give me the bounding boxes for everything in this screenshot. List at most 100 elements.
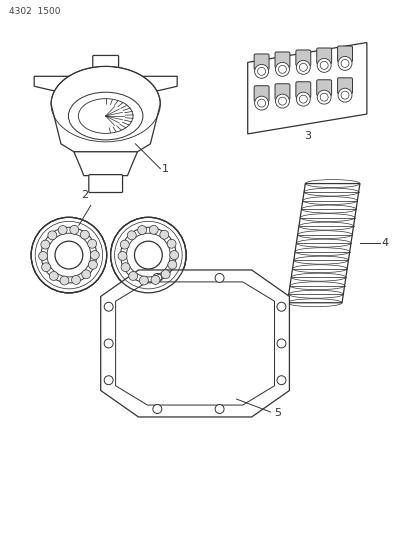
FancyBboxPatch shape (93, 55, 119, 74)
Circle shape (39, 252, 48, 261)
Circle shape (104, 339, 113, 348)
Circle shape (255, 64, 268, 78)
Text: 1: 1 (162, 164, 169, 174)
FancyBboxPatch shape (317, 80, 332, 95)
Circle shape (82, 270, 91, 279)
Circle shape (49, 271, 58, 280)
Circle shape (275, 94, 289, 108)
Polygon shape (51, 67, 160, 152)
Circle shape (153, 405, 162, 414)
Circle shape (279, 97, 286, 105)
Circle shape (168, 260, 177, 269)
Circle shape (129, 271, 137, 280)
Circle shape (118, 252, 127, 261)
Circle shape (70, 225, 79, 235)
Circle shape (121, 263, 130, 272)
Circle shape (317, 59, 331, 72)
Circle shape (48, 231, 57, 240)
Circle shape (296, 60, 310, 74)
Circle shape (71, 276, 80, 285)
Circle shape (121, 263, 130, 272)
Circle shape (104, 376, 113, 385)
Circle shape (31, 217, 106, 293)
Circle shape (317, 90, 331, 104)
Circle shape (89, 260, 98, 269)
Circle shape (118, 252, 127, 261)
Circle shape (104, 302, 113, 311)
Circle shape (277, 376, 286, 385)
Circle shape (49, 271, 58, 280)
Text: 3: 3 (304, 131, 311, 141)
Circle shape (39, 252, 48, 261)
Circle shape (60, 276, 69, 285)
Circle shape (149, 225, 158, 235)
Polygon shape (287, 183, 360, 303)
Circle shape (153, 273, 162, 282)
Circle shape (111, 217, 186, 293)
FancyBboxPatch shape (317, 48, 332, 64)
Circle shape (170, 251, 179, 260)
Circle shape (257, 99, 266, 107)
Circle shape (135, 241, 162, 269)
Circle shape (341, 91, 349, 99)
Ellipse shape (78, 99, 133, 133)
Text: 5: 5 (275, 408, 282, 418)
Polygon shape (115, 282, 275, 405)
Polygon shape (34, 76, 177, 92)
Circle shape (48, 231, 57, 240)
Circle shape (82, 270, 91, 279)
Polygon shape (248, 43, 367, 134)
FancyBboxPatch shape (89, 175, 122, 192)
Circle shape (90, 251, 99, 260)
Circle shape (127, 231, 136, 240)
Circle shape (129, 271, 137, 280)
Ellipse shape (69, 92, 143, 140)
Circle shape (160, 230, 169, 239)
Circle shape (168, 260, 177, 269)
Circle shape (58, 225, 67, 235)
Circle shape (151, 276, 160, 285)
Circle shape (149, 225, 158, 235)
Circle shape (299, 63, 307, 71)
FancyBboxPatch shape (337, 78, 353, 94)
Circle shape (140, 276, 149, 285)
FancyBboxPatch shape (296, 82, 311, 98)
Circle shape (80, 230, 89, 239)
Circle shape (277, 302, 286, 311)
Circle shape (320, 93, 328, 101)
Circle shape (299, 95, 307, 103)
Circle shape (42, 263, 51, 272)
Circle shape (71, 276, 80, 285)
Circle shape (88, 239, 97, 248)
Circle shape (88, 239, 97, 248)
Circle shape (60, 276, 69, 285)
Circle shape (167, 239, 176, 248)
Circle shape (160, 230, 169, 239)
Text: 4: 4 (382, 238, 389, 248)
Circle shape (170, 251, 179, 260)
FancyBboxPatch shape (296, 50, 311, 66)
Text: 4302  1500: 4302 1500 (9, 7, 61, 16)
Text: 2: 2 (81, 190, 89, 200)
Circle shape (161, 270, 170, 279)
Circle shape (167, 239, 176, 248)
Circle shape (120, 240, 129, 249)
Circle shape (161, 270, 170, 279)
Circle shape (41, 240, 50, 249)
Circle shape (341, 59, 349, 67)
FancyBboxPatch shape (337, 46, 353, 62)
FancyBboxPatch shape (275, 52, 290, 68)
Circle shape (70, 225, 79, 235)
Circle shape (275, 62, 289, 76)
Circle shape (338, 56, 352, 70)
Circle shape (255, 96, 268, 110)
Circle shape (137, 225, 146, 235)
FancyBboxPatch shape (254, 86, 269, 102)
Circle shape (215, 273, 224, 282)
FancyBboxPatch shape (275, 84, 290, 100)
Circle shape (215, 405, 224, 414)
Circle shape (80, 230, 89, 239)
Circle shape (296, 92, 310, 106)
Circle shape (55, 241, 83, 269)
Circle shape (338, 88, 352, 102)
